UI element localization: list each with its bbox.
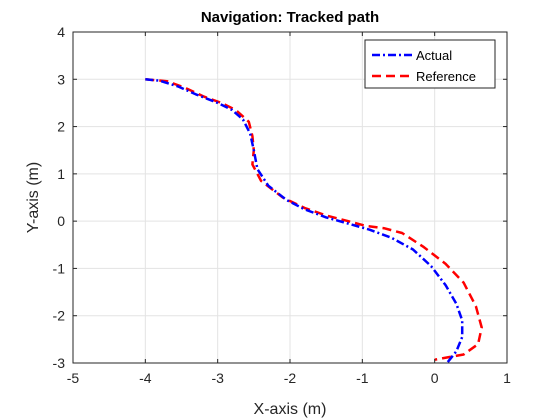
y-tick-label: -1 (53, 260, 66, 276)
x-tick-label: -1 (356, 370, 369, 386)
legend: Actual Reference (364, 39, 496, 89)
legend-label-reference: Reference (416, 69, 476, 84)
ticks: -5 -4 -3 -2 -1 0 1 -3 -2 -1 0 1 2 3 4 (53, 24, 512, 386)
y-tick-label: -2 (53, 308, 66, 324)
x-tick-label: -2 (284, 370, 297, 386)
x-tick-label: 0 (431, 370, 439, 386)
series-line-reference (145, 78, 483, 361)
x-tick-label: -5 (67, 370, 80, 386)
y-tick-label: -3 (53, 355, 66, 371)
x-tick-label: -4 (139, 370, 152, 386)
y-tick-label: 0 (57, 213, 65, 229)
y-tick-label: 3 (57, 71, 65, 87)
legend-label-actual: Actual (416, 48, 452, 63)
x-tick-label: 1 (503, 370, 511, 386)
y-tick-label: 1 (57, 166, 65, 182)
x-axis-label: X-axis (m) (254, 401, 327, 418)
legend-box (364, 39, 496, 89)
chart-title: Navigation: Tracked path (201, 9, 379, 26)
y-tick-label: 4 (57, 24, 65, 40)
plot-lines (145, 78, 483, 364)
series-line-actual (145, 78, 464, 364)
y-tick-label: 2 (57, 119, 65, 135)
x-tick-label: -3 (211, 370, 224, 386)
y-axis-label: Y-axis (m) (25, 162, 42, 233)
